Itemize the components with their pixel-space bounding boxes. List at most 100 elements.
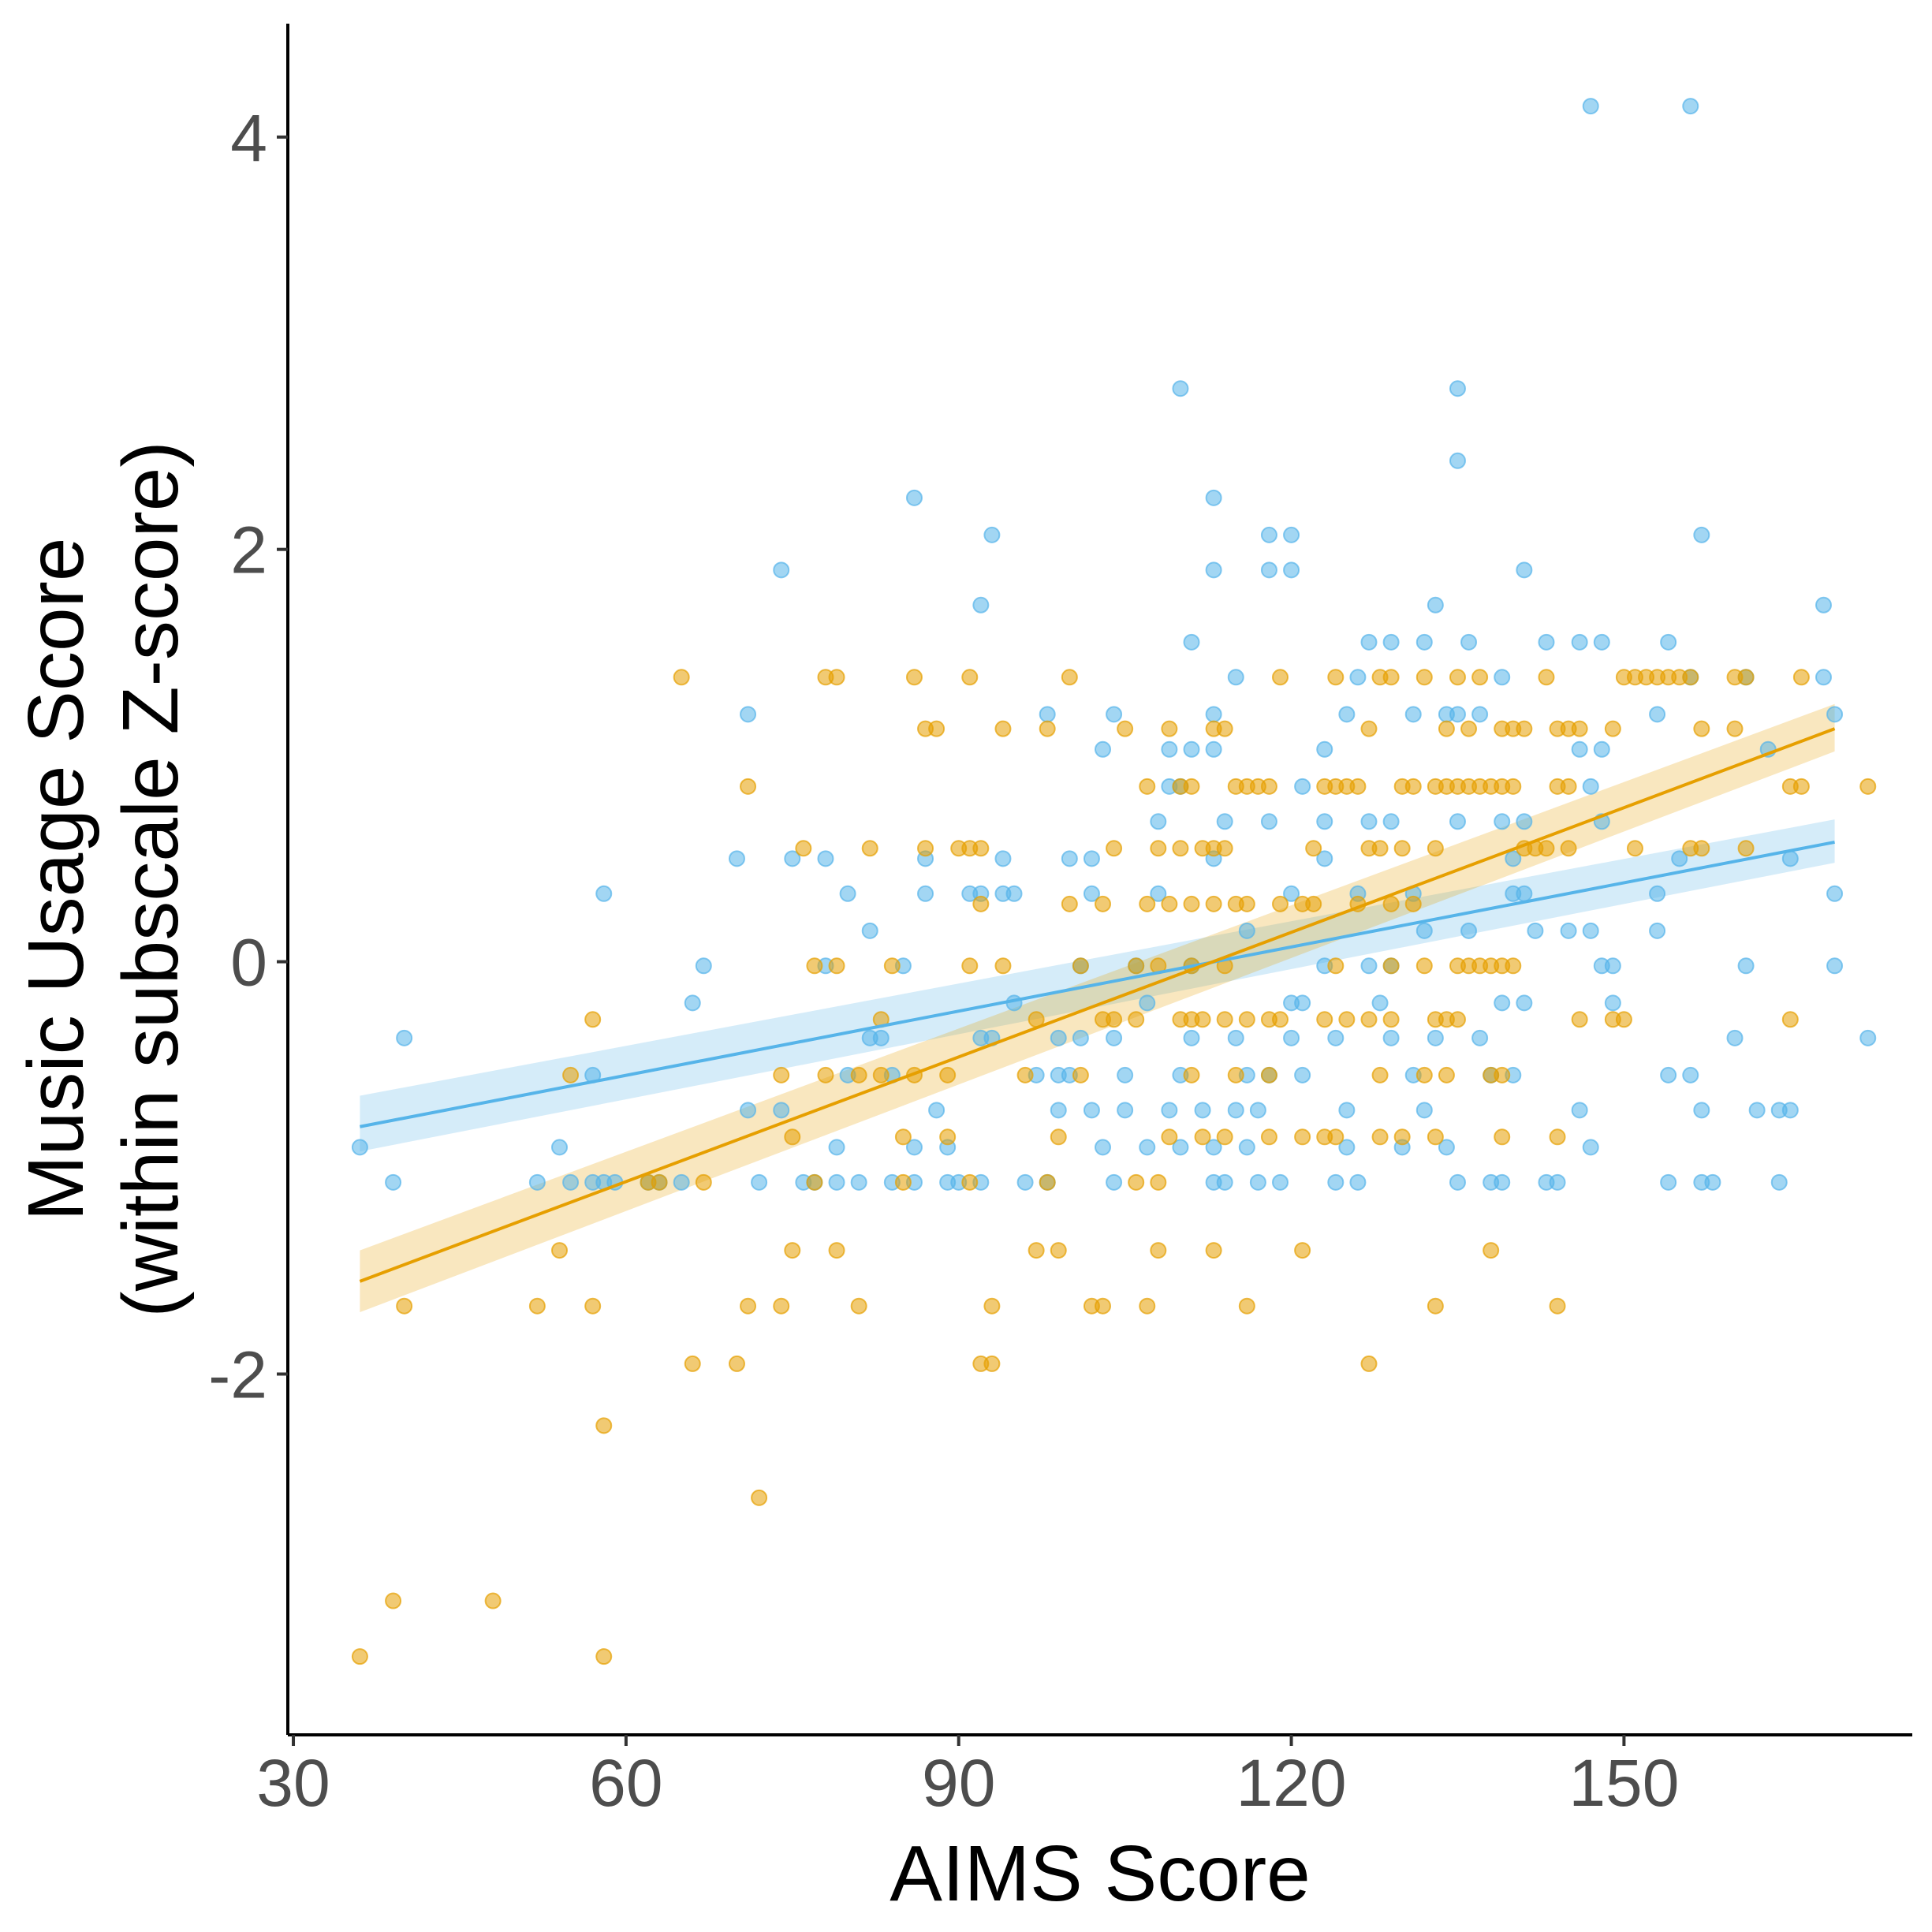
data-point bbox=[562, 1066, 580, 1083]
data-point bbox=[994, 720, 1012, 737]
data-point bbox=[1360, 633, 1378, 651]
data-point bbox=[1260, 526, 1277, 543]
data-point bbox=[1371, 994, 1389, 1012]
data-point bbox=[1571, 1102, 1588, 1119]
data-point bbox=[740, 1102, 757, 1119]
data-point bbox=[1582, 98, 1599, 115]
data-point bbox=[1305, 840, 1322, 857]
data-point bbox=[1571, 1011, 1588, 1028]
data-point bbox=[1260, 813, 1277, 830]
data-point bbox=[1527, 922, 1544, 939]
data-point bbox=[917, 840, 934, 857]
data-point bbox=[1172, 1139, 1189, 1156]
data-point bbox=[1139, 1139, 1156, 1156]
data-point bbox=[1382, 895, 1400, 912]
data-point bbox=[1283, 561, 1300, 579]
data-point bbox=[784, 1128, 801, 1146]
data-point bbox=[1072, 1029, 1089, 1046]
data-point bbox=[1216, 840, 1233, 857]
data-point bbox=[905, 489, 923, 506]
data-point bbox=[1571, 633, 1588, 651]
data-point bbox=[1283, 526, 1300, 543]
data-point bbox=[1682, 98, 1699, 115]
data-point bbox=[528, 1173, 546, 1191]
data-point bbox=[1349, 669, 1367, 686]
data-point bbox=[551, 1139, 569, 1156]
data-point bbox=[1050, 1029, 1067, 1046]
data-point bbox=[1471, 706, 1489, 723]
data-point bbox=[1483, 1242, 1500, 1259]
data-point bbox=[1371, 1066, 1389, 1083]
data-point bbox=[850, 1297, 867, 1315]
axes bbox=[286, 24, 1912, 1736]
data-point bbox=[1404, 706, 1422, 723]
data-point bbox=[983, 1355, 1001, 1372]
data-point bbox=[1560, 922, 1577, 939]
data-point bbox=[1327, 669, 1345, 686]
data-point bbox=[1781, 1011, 1799, 1028]
data-point bbox=[994, 957, 1012, 975]
data-point bbox=[1494, 669, 1511, 686]
data-point bbox=[1338, 1139, 1356, 1156]
data-point bbox=[1216, 1128, 1233, 1146]
data-point bbox=[1815, 596, 1833, 614]
data-point bbox=[1415, 633, 1433, 651]
data-point bbox=[1260, 1066, 1277, 1083]
data-point bbox=[385, 1173, 402, 1191]
data-point bbox=[1039, 1173, 1056, 1191]
regression-line-1 bbox=[359, 727, 1836, 1283]
data-point bbox=[1449, 1173, 1466, 1191]
data-point bbox=[861, 922, 878, 939]
data-point bbox=[1505, 778, 1522, 795]
data-point bbox=[1549, 1297, 1566, 1315]
data-point bbox=[1271, 1011, 1289, 1028]
data-point bbox=[1183, 778, 1200, 795]
data-point bbox=[1516, 561, 1533, 579]
data-point bbox=[1216, 1011, 1233, 1028]
data-point bbox=[1183, 1066, 1200, 1083]
data-point bbox=[695, 957, 712, 975]
data-point bbox=[1338, 1011, 1356, 1028]
data-point bbox=[1249, 1102, 1266, 1119]
data-point bbox=[1770, 1173, 1788, 1191]
data-point bbox=[872, 1066, 890, 1083]
data-point bbox=[1106, 1011, 1123, 1028]
y-tick-label: 0 bbox=[230, 926, 267, 1000]
data-point bbox=[1327, 957, 1345, 975]
data-point bbox=[595, 1648, 613, 1665]
data-point bbox=[1649, 706, 1666, 723]
data-point bbox=[528, 1297, 546, 1315]
data-point bbox=[1139, 994, 1156, 1012]
data-point bbox=[773, 1297, 790, 1315]
data-point bbox=[1449, 813, 1466, 830]
data-point bbox=[1216, 1173, 1233, 1191]
data-point bbox=[1205, 895, 1222, 912]
data-point bbox=[983, 526, 1001, 543]
data-point bbox=[1438, 1139, 1455, 1156]
data-point bbox=[1660, 1066, 1677, 1083]
x-tick-label: 150 bbox=[1568, 1746, 1679, 1820]
data-point bbox=[1693, 840, 1710, 857]
data-point bbox=[1460, 633, 1478, 651]
data-point bbox=[1593, 740, 1610, 758]
data-point bbox=[1859, 778, 1877, 795]
data-point bbox=[828, 1242, 845, 1259]
data-point bbox=[1494, 1066, 1511, 1083]
data-point bbox=[1360, 720, 1378, 737]
data-point bbox=[1494, 994, 1511, 1012]
data-point bbox=[1161, 1128, 1178, 1146]
data-point bbox=[1095, 740, 1112, 758]
data-point bbox=[850, 1066, 867, 1083]
data-point bbox=[828, 957, 845, 975]
data-point bbox=[1649, 922, 1666, 939]
data-point bbox=[1371, 1128, 1389, 1146]
data-point bbox=[773, 1102, 790, 1119]
data-point bbox=[1726, 1029, 1744, 1046]
data-point bbox=[1083, 885, 1100, 902]
data-point bbox=[1338, 1102, 1356, 1119]
data-point bbox=[1660, 1173, 1677, 1191]
data-point bbox=[1072, 957, 1089, 975]
data-point bbox=[1538, 633, 1555, 651]
data-point bbox=[1382, 1029, 1400, 1046]
